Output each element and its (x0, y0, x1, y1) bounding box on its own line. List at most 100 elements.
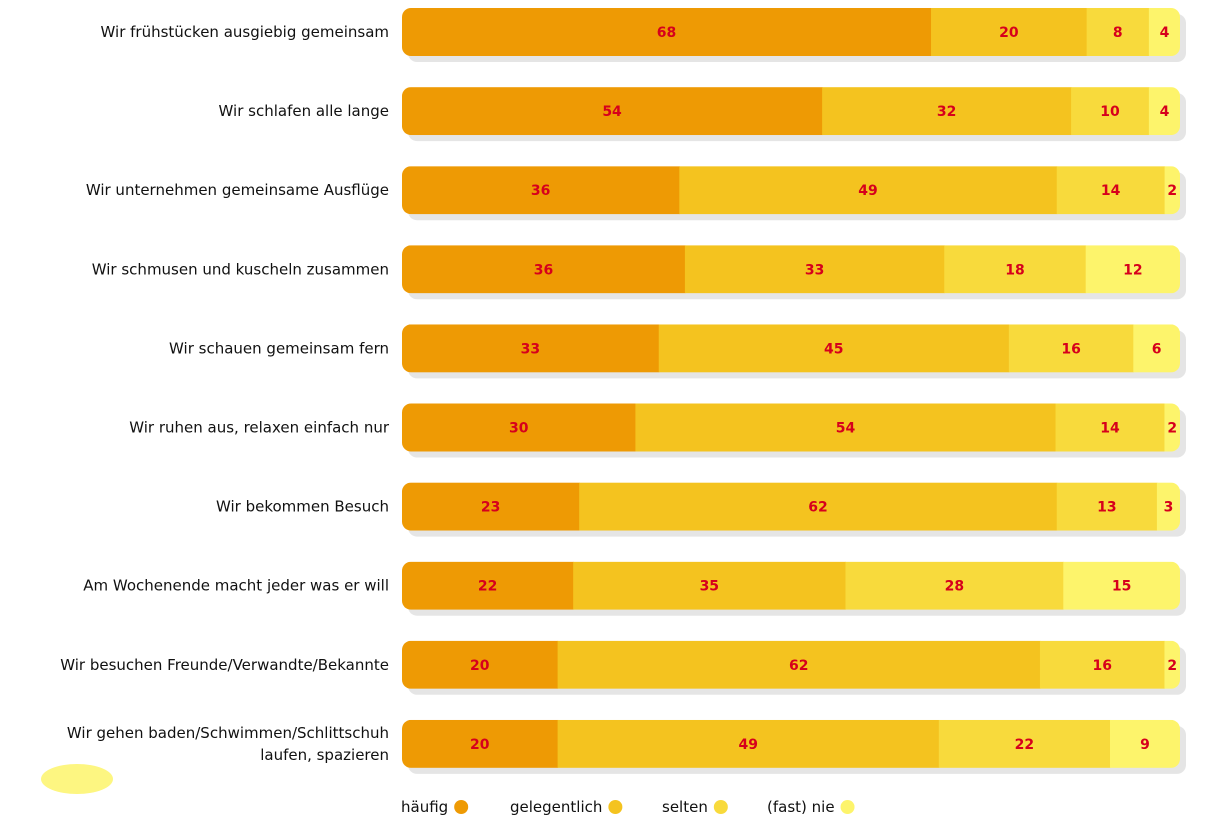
bar-segment (402, 8, 932, 56)
bar-segments (402, 245, 1180, 294)
value-label: 2 (1167, 183, 1177, 199)
bar-segments (402, 640, 1180, 689)
value-label: 54 (602, 104, 622, 120)
decorative-blob (41, 764, 113, 794)
category-label: Wir schmusen und kuscheln zusammen (92, 260, 389, 278)
bar-row: Wir schlafen alle lange 54 32 10 4 (219, 87, 1186, 142)
bar-segment (402, 482, 580, 531)
bar-segments (402, 482, 1180, 531)
value-label: 33 (805, 262, 824, 278)
bar-row: Wir gehen baden/Schwimmen/Schlittschuh la… (67, 719, 1186, 774)
bar-segment (402, 403, 636, 452)
value-label: 49 (738, 737, 757, 753)
value-label: 30 (509, 421, 529, 437)
bar-segment (1055, 403, 1165, 452)
bar-segments (402, 87, 1180, 136)
legend-label: gelegentlich (510, 798, 602, 816)
bar-segment (402, 166, 680, 215)
legend-marker (454, 800, 469, 814)
category-label: Wir ruhen aus, relaxen einfach nur (129, 419, 390, 437)
value-label: 15 (1112, 579, 1131, 595)
legend-item: selten (662, 798, 728, 816)
value-label: 3 (1164, 500, 1174, 516)
value-label: 12 (1123, 262, 1142, 278)
bar-segment (579, 482, 1058, 531)
legend-label: selten (662, 798, 708, 816)
category-label: laufen, spazieren (260, 746, 389, 764)
value-label: 20 (999, 25, 1019, 41)
category-label: Wir bekommen Besuch (216, 498, 389, 516)
value-label: 16 (1092, 658, 1111, 674)
legend-marker (608, 800, 623, 814)
bar-segment (1056, 482, 1158, 531)
bar-row: Wir bekommen Besuch 23 62 13 3 (216, 482, 1186, 537)
value-label: 2 (1167, 421, 1177, 437)
legend-marker (840, 800, 855, 814)
bar-segment (573, 561, 846, 610)
bar-segment (402, 561, 574, 610)
value-label: 16 (1061, 341, 1080, 357)
value-label: 49 (858, 183, 877, 199)
bar-segment (1148, 87, 1180, 136)
category-label: Am Wochenende macht jeder was er will (83, 577, 389, 595)
category-label: Wir schlafen alle lange (219, 102, 389, 120)
bar-row: Wir schmusen und kuscheln zusammen 36 33 18… (92, 245, 1186, 300)
legend-label: (fast) nie (767, 798, 835, 816)
bar-segment (1164, 403, 1180, 452)
category-label: Wir schauen gemeinsam fern (169, 339, 389, 357)
bar-segment (822, 87, 1072, 136)
bar-row: Wir schauen gemeinsam fern 33 45 16 6 (169, 324, 1186, 379)
legend-label: häufig (401, 798, 448, 816)
value-label: 36 (534, 262, 553, 278)
chart-rows: Wir frühstücken ausgiebig gemeinsam 68 20 8… (60, 8, 1186, 774)
bar-segment (1039, 640, 1165, 689)
category-label: Wir frühstücken ausgiebig gemeinsam (101, 23, 389, 41)
bar-segment (1085, 245, 1180, 294)
bar-segment (1071, 87, 1150, 136)
value-label: 8 (1113, 25, 1123, 41)
value-label: 4 (1160, 25, 1170, 41)
value-label: 14 (1101, 183, 1121, 199)
category-label: Wir unternehmen gemeinsame Ausflüge (86, 181, 389, 199)
value-label: 28 (945, 579, 964, 595)
chart-legend: häufig gelegentlich selten (fast) nie (401, 798, 855, 816)
value-label: 62 (789, 658, 808, 674)
bar-segment (1109, 719, 1180, 768)
bar-row: Wir besuchen Freunde/Verwandte/Bekannte 2… (60, 640, 1186, 695)
value-label: 9 (1140, 737, 1150, 753)
bar-segments (402, 8, 1180, 56)
bar-segment (1148, 8, 1180, 56)
category-label: Wir besuchen Freunde/Verwandte/Bekannte (60, 656, 389, 674)
value-label: 36 (531, 183, 550, 199)
value-label: 45 (824, 341, 843, 357)
legend-item: (fast) nie (767, 798, 855, 816)
bar-segment (679, 166, 1058, 215)
bar-row: Wir ruhen aus, relaxen einfach nur 30 54 14… (129, 403, 1186, 458)
bar-segment (1164, 166, 1180, 215)
bar-segment (1164, 640, 1180, 689)
bar-segment (402, 245, 686, 294)
bar-segment (684, 245, 945, 294)
value-label: 54 (836, 421, 856, 437)
bar-segment (1086, 8, 1150, 56)
bar-row: Am Wochenende macht jeder was er will 22 3… (83, 561, 1186, 616)
value-label: 6 (1152, 341, 1162, 357)
bar-segments (402, 561, 1180, 610)
value-label: 35 (700, 579, 719, 595)
bar-row: Wir unternehmen gemeinsame Ausflüge 36 49 1… (86, 166, 1186, 221)
bar-segment (557, 640, 1041, 689)
bar-segment (931, 8, 1088, 56)
bar-segment (635, 403, 1057, 452)
value-label: 68 (657, 25, 676, 41)
value-label: 18 (1005, 262, 1024, 278)
value-label: 20 (470, 737, 490, 753)
value-label: 33 (521, 341, 540, 357)
value-label: 62 (808, 500, 827, 516)
bar-segment (557, 719, 940, 768)
value-label: 22 (1015, 737, 1034, 753)
bar-segment (944, 245, 1087, 294)
bar-segment (658, 324, 1010, 373)
bar-segment (1156, 482, 1180, 531)
bar-segment (1008, 324, 1134, 373)
